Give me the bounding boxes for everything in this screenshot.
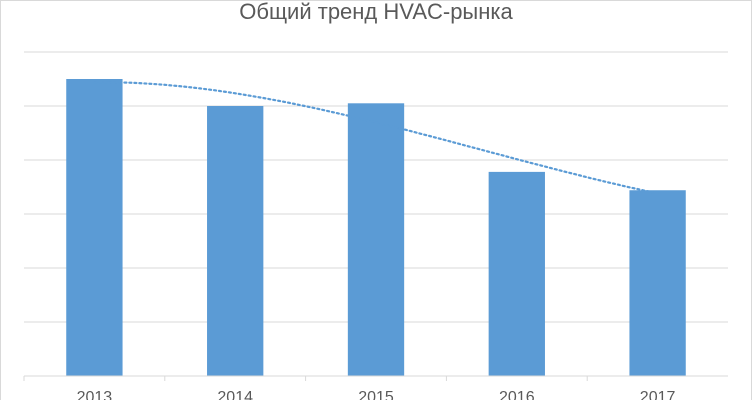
chart-title: Общий тренд HVAC-рынка: [239, 0, 513, 24]
bar: [488, 171, 545, 376]
bar: [66, 79, 123, 376]
trendline: [93, 80, 659, 195]
x-tick-label: 2013: [77, 389, 113, 400]
x-tick-label: 2015: [358, 389, 394, 400]
bar: [347, 103, 405, 377]
x-tick-label: 2017: [640, 389, 676, 400]
bar: [207, 106, 264, 376]
x-tick-label: 2014: [217, 389, 253, 400]
bar: [629, 190, 686, 376]
x-tick-label: 2016: [499, 389, 535, 400]
